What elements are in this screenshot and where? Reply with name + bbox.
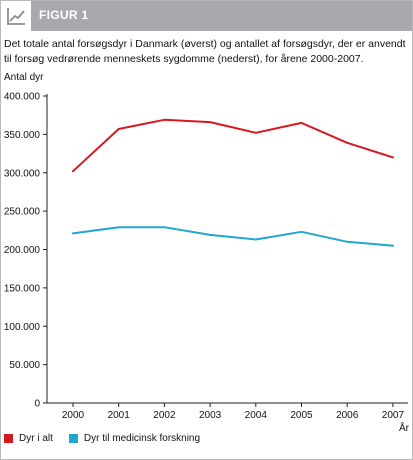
x-tick-label: 2002	[153, 410, 176, 421]
data-point-0	[163, 118, 166, 121]
data-point-1	[300, 230, 303, 233]
y-ticks: 0 50.000 100.000 150.000 200.000 250.000 300.0…	[4, 92, 47, 410]
line-chart-icon	[7, 8, 25, 25]
y-tick-label: 250.000	[4, 207, 41, 218]
data-point-1	[254, 238, 257, 241]
legend-label-total: Dyr i alt	[19, 433, 53, 444]
legend-item-medical: Dyr til medicinsk forskning	[68, 433, 201, 444]
data-point-0	[346, 141, 349, 144]
data-point-1	[346, 240, 349, 243]
y-tick-label: 50.000	[9, 360, 40, 371]
x-tick-label: 2003	[199, 410, 222, 421]
y-tick-label: 400.000	[4, 92, 41, 103]
data-point-0	[117, 128, 120, 130]
data-point-1	[117, 226, 120, 229]
figure-caption: Det totale antal forsøgsdyr i Danmark (ø…	[4, 38, 406, 65]
y-tick-label: 300.000	[4, 168, 41, 179]
x-tick-label: 2007	[382, 410, 405, 421]
legend-swatch-medical	[68, 434, 78, 443]
series-line-1	[72, 226, 394, 247]
y-axis-label: Antal dyr	[4, 72, 44, 83]
series-lines	[72, 118, 394, 247]
chart-legend: Dyr i alt Dyr til medicinsk forskning	[4, 433, 216, 444]
data-point-1	[163, 226, 166, 229]
header-icon-box	[1, 1, 32, 31]
data-point-0	[72, 170, 74, 173]
chart-axes	[46, 94, 408, 404]
x-tick-label: 2006	[336, 410, 359, 421]
y-tick-label: 100.000	[4, 322, 41, 333]
x-tick-label: 2004	[245, 410, 268, 421]
y-tick-label: 200.000	[4, 245, 41, 256]
x-axis-label: År	[399, 421, 410, 434]
legend-item-total: Dyr i alt	[4, 433, 53, 444]
x-ticks: 2000 2001 2002 2003 2004 2005 2006 2007	[62, 403, 405, 421]
figure-header: FIGUR 1	[1, 1, 412, 31]
x-tick-label: 2005	[290, 410, 313, 421]
y-tick-label: 0	[34, 399, 40, 410]
legend-label-medical: Dyr til medicinsk forskning	[83, 433, 201, 444]
legend-swatch-total	[4, 434, 13, 443]
x-tick-label: 2000	[62, 410, 85, 421]
y-tick-label: 150.000	[4, 283, 41, 294]
data-point-0	[300, 121, 303, 124]
x-tick-label: 2001	[108, 410, 131, 421]
series-line-0	[72, 118, 394, 173]
figure-title: FIGUR 1	[39, 8, 89, 22]
data-point-1	[72, 232, 74, 235]
data-point-1	[209, 234, 212, 236]
data-point-0	[392, 156, 394, 159]
data-point-0	[254, 131, 257, 134]
y-tick-label: 350.000	[4, 130, 41, 141]
data-point-1	[392, 244, 394, 247]
data-point-0	[209, 121, 212, 123]
